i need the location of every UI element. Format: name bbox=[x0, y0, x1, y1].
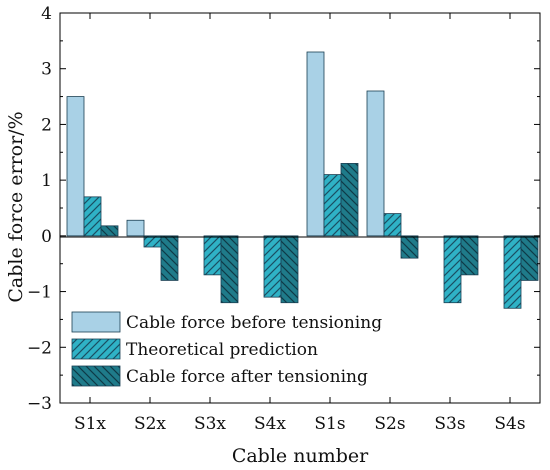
legend-label-2: Theoretical prediction bbox=[126, 340, 318, 360]
bar-S2x-series-3 bbox=[160, 235, 179, 281]
legend-swatch-3 bbox=[71, 365, 121, 387]
bars-layer bbox=[66, 51, 539, 309]
bar-S1s-series-1 bbox=[306, 51, 325, 237]
y-tick-label: −1 bbox=[27, 283, 52, 303]
y-tick-label: −2 bbox=[27, 338, 52, 358]
y-tick-label: −3 bbox=[27, 394, 52, 414]
bar-S1s-series-2 bbox=[323, 174, 342, 237]
legend-label-1: Cable force before tensioning bbox=[126, 313, 382, 333]
bar-S1x-series-3 bbox=[100, 225, 119, 237]
x-axis: S1x S2x S3x S4x S1s S2s S3s S4s bbox=[74, 13, 526, 434]
bar-S1x-series-1 bbox=[66, 96, 85, 237]
bar-S4x-series-3 bbox=[280, 235, 299, 304]
bar-S4s-series-2 bbox=[503, 235, 522, 309]
x-tick-label: S1x bbox=[74, 414, 106, 434]
legend-swatch-2 bbox=[71, 338, 121, 360]
x-tick-label: S1s bbox=[314, 414, 345, 434]
x-axis-label: Cable number bbox=[232, 445, 369, 467]
x-tick-label: S4s bbox=[494, 414, 525, 434]
y-axis-label: Cable force error/% bbox=[5, 111, 27, 302]
bar-S2x-series-2 bbox=[143, 235, 162, 248]
bar-S3s-series-2 bbox=[443, 235, 462, 304]
x-tick-label: S4x bbox=[254, 414, 286, 434]
x-tick-label: S3s bbox=[434, 414, 465, 434]
y-tick-label: 2 bbox=[41, 115, 52, 135]
bar-S3x-series-2 bbox=[203, 235, 222, 276]
bar-S2s-series-1 bbox=[366, 90, 385, 237]
bar-S2s-series-2 bbox=[383, 213, 402, 237]
y-tick-label: 3 bbox=[41, 60, 52, 80]
bar-S1s-series-3 bbox=[340, 163, 359, 237]
x-tick-label: S2x bbox=[134, 414, 166, 434]
x-tick-label: S2s bbox=[374, 414, 405, 434]
bar-S1x-series-2 bbox=[83, 196, 102, 237]
legend-swatch-1 bbox=[71, 311, 121, 333]
bar-S4s-series-3 bbox=[520, 235, 539, 281]
y-tick-label: 4 bbox=[41, 4, 52, 24]
bar-S3x-series-3 bbox=[220, 235, 239, 304]
x-tick-label: S3x bbox=[194, 414, 226, 434]
y-axis: −3 −2 −1 0 1 2 3 4 bbox=[27, 4, 540, 414]
y-tick-label: 0 bbox=[41, 227, 52, 247]
bar-S3s-series-3 bbox=[460, 235, 479, 276]
legend-label-3: Cable force after tensioning bbox=[126, 367, 368, 387]
y-tick-label: 1 bbox=[41, 171, 52, 191]
bar-S2s-series-3 bbox=[400, 235, 419, 259]
legend: Cable force before tensioning Theoretical… bbox=[71, 311, 382, 387]
bar-S4x-series-2 bbox=[263, 235, 282, 298]
bar-S2x-series-1 bbox=[126, 219, 145, 237]
